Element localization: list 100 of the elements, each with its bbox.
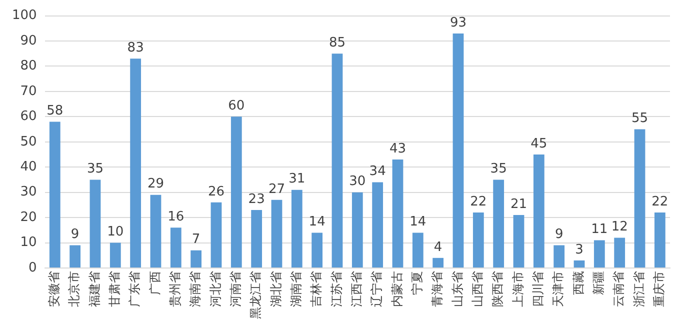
data-label: 11 — [591, 222, 608, 238]
x-tick-label: 北京市 — [67, 271, 82, 307]
x-tick-label: 山东省 — [450, 271, 464, 307]
x-tick-label: 甘肃省 — [108, 271, 122, 307]
data-label: 35 — [490, 162, 507, 177]
bar — [90, 180, 101, 268]
data-label: 29 — [147, 176, 164, 192]
bar — [49, 122, 60, 268]
bar — [513, 215, 524, 268]
x-tick-label: 广东省 — [128, 271, 142, 307]
data-label: 12 — [611, 220, 628, 235]
data-label: 45 — [530, 136, 548, 152]
bar — [412, 232, 424, 268]
data-label: 26 — [208, 184, 225, 200]
x-tick-label: 福建省 — [87, 271, 102, 307]
x-tick-label: 浙江省 — [632, 271, 646, 307]
data-label: 83 — [127, 40, 144, 56]
bar — [533, 154, 544, 268]
bar — [654, 212, 666, 268]
bar — [150, 194, 162, 268]
bar — [251, 210, 262, 268]
bar — [372, 182, 384, 268]
x-tick-label: 河南省 — [228, 271, 243, 307]
x-tick-label: 新疆 — [592, 271, 606, 295]
x-tick-label: 四川省 — [531, 271, 546, 307]
x-tick-label: 江苏省 — [329, 271, 344, 307]
bar — [594, 240, 605, 268]
x-tick-label: 重庆市 — [652, 271, 666, 307]
data-label: 58 — [46, 104, 64, 119]
data-label: 10 — [107, 224, 124, 240]
bar — [110, 242, 121, 268]
data-label: 31 — [288, 172, 306, 187]
data-label: 7 — [192, 232, 200, 248]
data-label: 22 — [470, 194, 487, 210]
data-label: 85 — [328, 36, 346, 51]
x-tick-label: 上海市 — [510, 271, 525, 307]
data-label: 9 — [70, 227, 80, 242]
data-label: 93 — [450, 15, 467, 30]
data-label: 35 — [86, 162, 104, 177]
y-tick-label: 50 — [20, 134, 37, 150]
x-tick-label: 天津市 — [551, 271, 566, 307]
x-tick-label: 吉林省 — [309, 271, 324, 307]
bar — [271, 200, 282, 268]
bar — [392, 160, 404, 268]
x-tick-label: 西藏 — [571, 271, 586, 295]
bar — [70, 245, 81, 268]
x-tick-label: 云南省 — [612, 271, 626, 307]
y-tick-label: 20 — [20, 210, 37, 225]
y-tick-label: 10 — [20, 235, 37, 250]
x-tick-label: 湖北省 — [268, 271, 283, 307]
bar — [634, 129, 646, 268]
data-label: 23 — [248, 192, 265, 207]
x-tick-label: 江西省 — [350, 271, 364, 307]
data-label: 9 — [554, 227, 564, 242]
bar — [130, 58, 142, 268]
data-label: 14 — [308, 214, 326, 230]
data-label: 30 — [349, 174, 366, 190]
x-tick-label: 河北省 — [208, 271, 222, 307]
data-label: 4 — [434, 240, 442, 255]
bar — [210, 202, 222, 268]
y-tick-label: 40 — [20, 159, 37, 174]
y-tick-label: 90 — [20, 33, 37, 48]
bar — [452, 33, 464, 268]
y-tick-label: 70 — [20, 84, 37, 99]
y-tick-label: 80 — [20, 58, 37, 74]
x-tick-label: 山西省 — [470, 271, 485, 307]
x-tick-label: 宁夏 — [410, 271, 424, 295]
y-tick-label: 0 — [28, 260, 37, 276]
bar — [312, 232, 323, 268]
x-tick-label: 海南省 — [188, 271, 202, 307]
bar — [230, 116, 242, 268]
x-tick-label: 青海省 — [430, 271, 444, 307]
x-tick-label: 广西 — [148, 271, 162, 295]
x-tick-label: 黑龙江省 — [248, 271, 263, 319]
bar — [291, 190, 302, 268]
data-label: 27 — [268, 182, 286, 197]
x-tick-label: 内蒙古 — [390, 271, 404, 307]
y-tick-label: 60 — [20, 109, 37, 124]
data-label: 55 — [631, 111, 648, 126]
data-label: 43 — [389, 141, 406, 156]
x-tick-label: 贵州省 — [168, 271, 182, 307]
data-label: 21 — [510, 196, 528, 212]
x-tick-label: 陕西省 — [490, 271, 505, 307]
bar — [554, 245, 565, 268]
data-label: 22 — [652, 194, 668, 210]
bar — [472, 212, 484, 268]
bar — [190, 250, 202, 268]
bar — [574, 260, 585, 268]
x-tick-label: 辽宁省 — [370, 271, 384, 307]
data-label: 14 — [410, 214, 426, 230]
data-label: 3 — [575, 242, 584, 258]
bar — [614, 238, 626, 268]
data-label: 16 — [168, 210, 184, 225]
data-label: 34 — [369, 164, 386, 180]
x-tick-label: 安徽省 — [47, 271, 62, 307]
y-tick-label: 30 — [20, 184, 37, 200]
x-tick-label: 湖南省 — [289, 271, 304, 307]
bar — [352, 192, 363, 268]
bar — [170, 228, 182, 268]
y-tick-label: 100 — [12, 8, 37, 24]
